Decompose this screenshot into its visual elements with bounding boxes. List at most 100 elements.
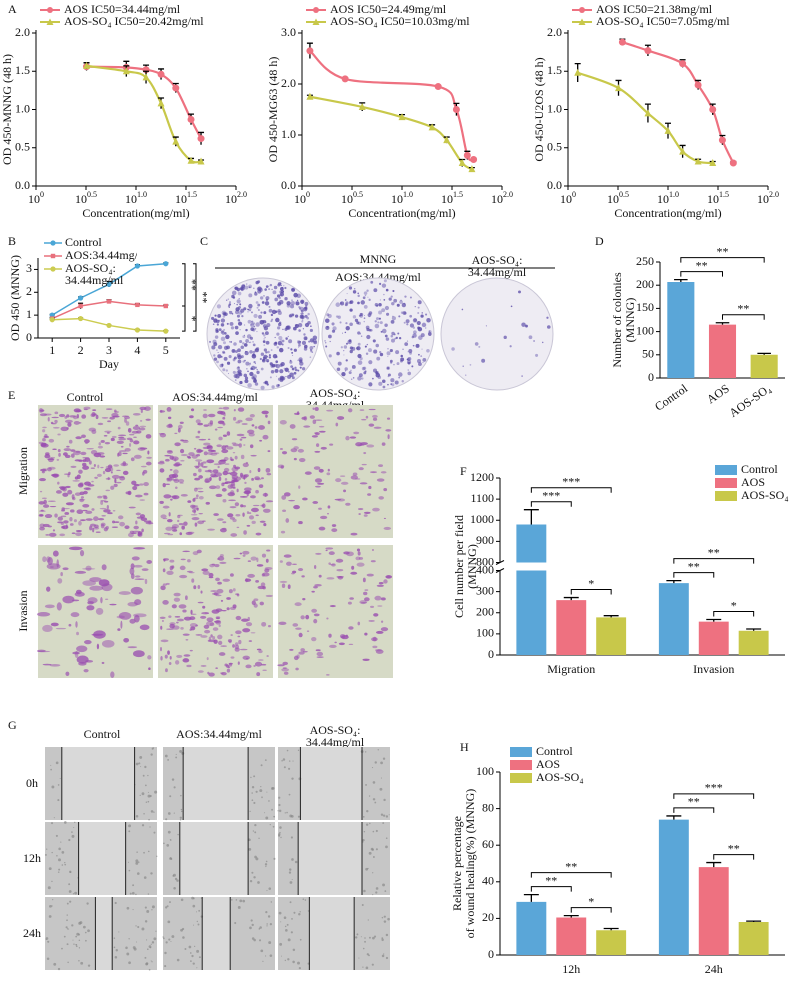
cell (320, 446, 327, 450)
cell (200, 615, 207, 619)
significance-bracket (673, 807, 715, 813)
cell (127, 861, 130, 863)
cell (101, 661, 105, 665)
colony (291, 376, 295, 380)
cell (218, 436, 223, 441)
cell (331, 563, 336, 567)
cell (162, 600, 169, 605)
colony (226, 345, 230, 350)
cell (266, 923, 268, 925)
cell (132, 413, 141, 416)
colony (418, 335, 423, 340)
cell (122, 452, 128, 455)
cell (208, 572, 214, 578)
cell (129, 892, 132, 895)
cell (119, 521, 126, 527)
legend-label: AOS-SO₄ (741, 488, 789, 502)
colony (357, 301, 360, 305)
cell (224, 445, 229, 448)
cell (165, 941, 168, 944)
y-tick-label: 1.0 (15, 101, 30, 115)
cell (114, 478, 117, 484)
colony (357, 376, 362, 381)
cell (381, 954, 385, 958)
cell (38, 501, 45, 505)
cell (104, 467, 112, 473)
colony (416, 320, 421, 326)
cell (59, 778, 61, 780)
colony (243, 334, 245, 336)
legend-swatch (510, 747, 532, 757)
colony (412, 344, 415, 347)
cell (266, 472, 272, 476)
colony (239, 303, 242, 306)
cell (249, 879, 253, 883)
significance-bracket (193, 263, 197, 332)
cell (208, 672, 215, 677)
marker (644, 47, 652, 55)
colony (271, 318, 274, 321)
colony (291, 354, 294, 357)
cell (349, 436, 357, 439)
cell (198, 438, 207, 441)
cell (49, 904, 52, 908)
cell (291, 917, 293, 920)
cell (361, 463, 367, 466)
cell (50, 822, 54, 825)
cell (63, 448, 71, 452)
colony (257, 303, 261, 307)
cell (292, 760, 294, 762)
x-tick-label: 102.0 (225, 190, 247, 205)
x-axis-label: Concentration(mg/ml) (82, 206, 189, 220)
cell (118, 437, 127, 441)
cell (57, 967, 61, 971)
cell (288, 793, 291, 796)
colony (265, 359, 270, 363)
significance-bracket (530, 487, 612, 493)
colony (280, 339, 282, 341)
colony (242, 335, 246, 339)
cell (361, 418, 367, 421)
cell (41, 470, 45, 474)
error-bar (746, 628, 762, 631)
colony (341, 371, 346, 377)
cell (127, 427, 132, 433)
colony (247, 308, 249, 310)
cell (136, 430, 142, 434)
cell (267, 420, 271, 425)
colony (407, 369, 409, 371)
wound-gap (61, 747, 135, 820)
cell (253, 801, 256, 805)
cell (151, 905, 155, 909)
cell (363, 514, 368, 517)
cell (375, 829, 378, 833)
cell (219, 561, 227, 564)
colony (263, 311, 267, 315)
colony (378, 302, 382, 307)
cell (277, 664, 285, 667)
colony (246, 368, 248, 370)
marker (135, 302, 140, 308)
cell (76, 631, 79, 636)
cell (176, 879, 179, 882)
cell (213, 513, 219, 516)
tick-exponent: 1.0 (403, 190, 413, 199)
cell (107, 464, 113, 469)
cell (226, 607, 230, 611)
cell (47, 416, 50, 422)
cell (327, 505, 331, 509)
cell (375, 649, 384, 654)
cell (364, 589, 369, 591)
cell (220, 599, 224, 602)
cell (169, 795, 172, 798)
cell (172, 528, 178, 532)
cell (207, 639, 216, 643)
colony (288, 339, 293, 344)
colony (216, 304, 222, 309)
cell (278, 803, 281, 807)
cell (262, 586, 266, 590)
legend-label: AOS-SO₄ IC50=10.03mg/ml (330, 14, 470, 28)
cell (223, 412, 226, 417)
cell (206, 445, 213, 450)
cell (362, 815, 365, 818)
